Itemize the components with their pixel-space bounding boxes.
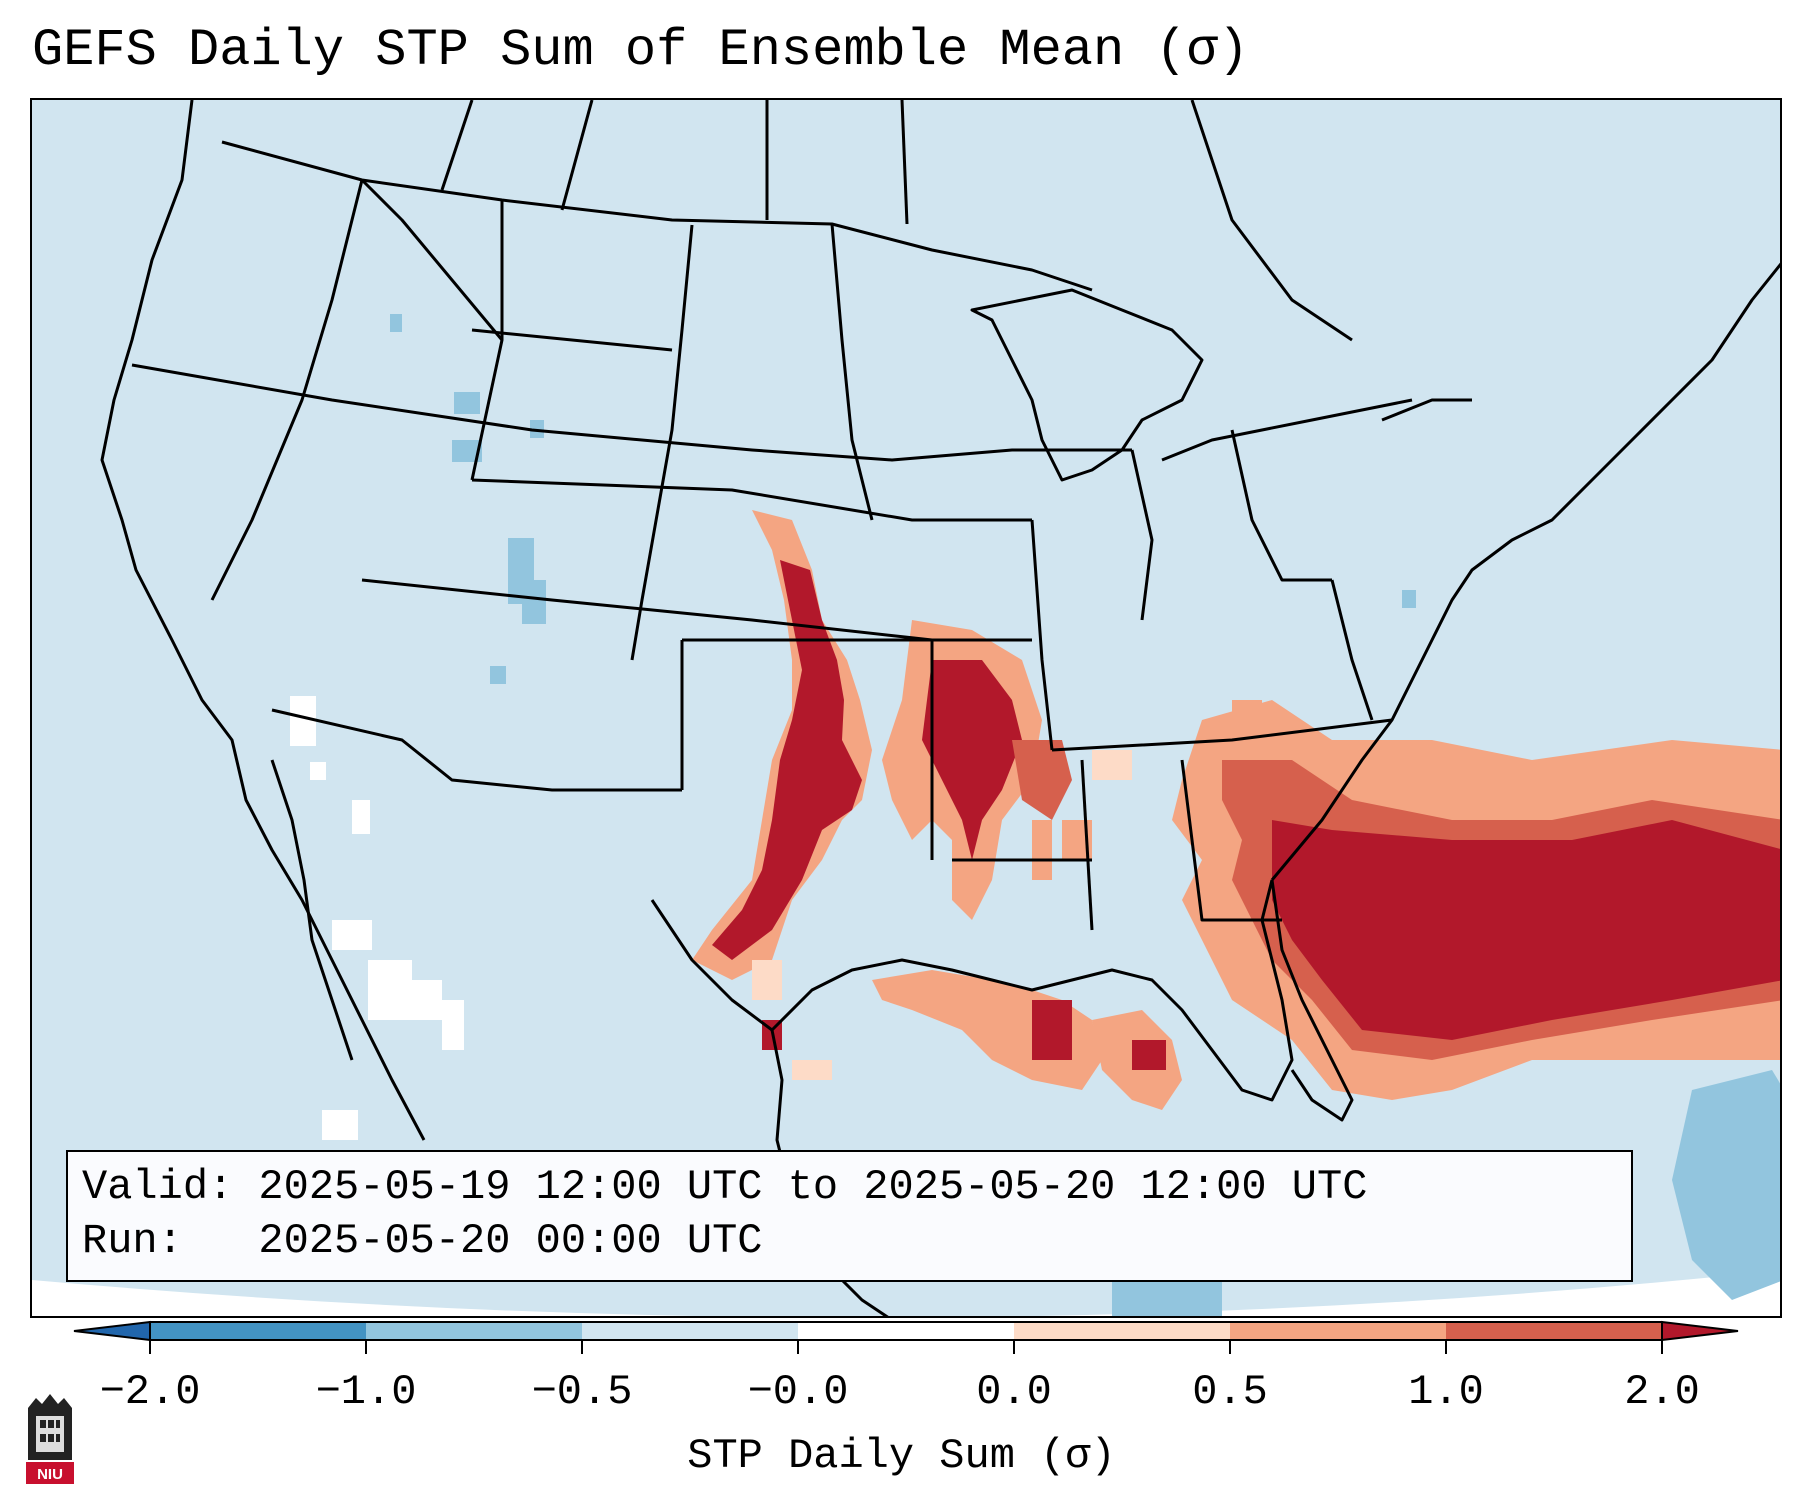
colorbar-segment: [1230, 1322, 1446, 1340]
niu-logo: NIU: [26, 1394, 74, 1484]
baja-peninsula: [270, 759, 354, 1061]
atlantic-coast: [1270, 262, 1780, 881]
boundaries: [100, 100, 1780, 1316]
colorbar-extend-over: [1661, 1320, 1739, 1342]
colorbar-tick: 2.0: [1624, 1368, 1700, 1416]
colorbar-segment: [798, 1322, 1014, 1340]
domain-edge: [32, 1270, 1780, 1316]
lake-erie-ontario: [1161, 398, 1413, 462]
florida: [1270, 879, 1354, 1122]
valid-time: Valid: 2025-05-19 12:00 UTC to 2025-05-2…: [82, 1163, 1368, 1211]
map-title: GEFS Daily STP Sum of Ensemble Mean (σ): [32, 21, 1249, 80]
stp-field: [290, 314, 1780, 1316]
gulf-coast: [650, 879, 1294, 1102]
colorbar-tick: −0.0: [747, 1368, 849, 1416]
colorbar-tick: −0.5: [531, 1368, 633, 1416]
us-canada-border: [221, 140, 1093, 292]
colorbar-tick: −1.0: [315, 1368, 417, 1416]
colorbar-tick: −2.0: [99, 1368, 201, 1416]
colorbar-outline: [149, 1321, 1663, 1341]
pacific-coast: [100, 100, 426, 1141]
map-canvas: [32, 100, 1780, 1316]
map-panel: [30, 98, 1782, 1318]
colorbar-segment: [1014, 1322, 1230, 1340]
colorbar-extend-under: [73, 1320, 151, 1342]
great-lakes: [970, 288, 1204, 482]
colorbar-segment: [1446, 1322, 1662, 1340]
colorbar-segment: [366, 1322, 582, 1340]
logo-text: NIU: [37, 1466, 63, 1483]
colorbar-segment: [150, 1322, 366, 1340]
run-time: Run: 2025-05-20 00:00 UTC: [82, 1217, 763, 1265]
colorbar-segment: [582, 1322, 798, 1340]
valid-run-box: Valid: 2025-05-19 12:00 UTC to 2025-05-2…: [66, 1150, 1633, 1282]
colorbar-tick: 0.5: [1192, 1368, 1268, 1416]
colorbar-tick: 0.0: [976, 1368, 1052, 1416]
colorbar-tick: 1.0: [1408, 1368, 1484, 1416]
colorbar: [73, 1320, 1739, 1354]
colorbar-label: STP Daily Sum (σ): [687, 1432, 1116, 1480]
